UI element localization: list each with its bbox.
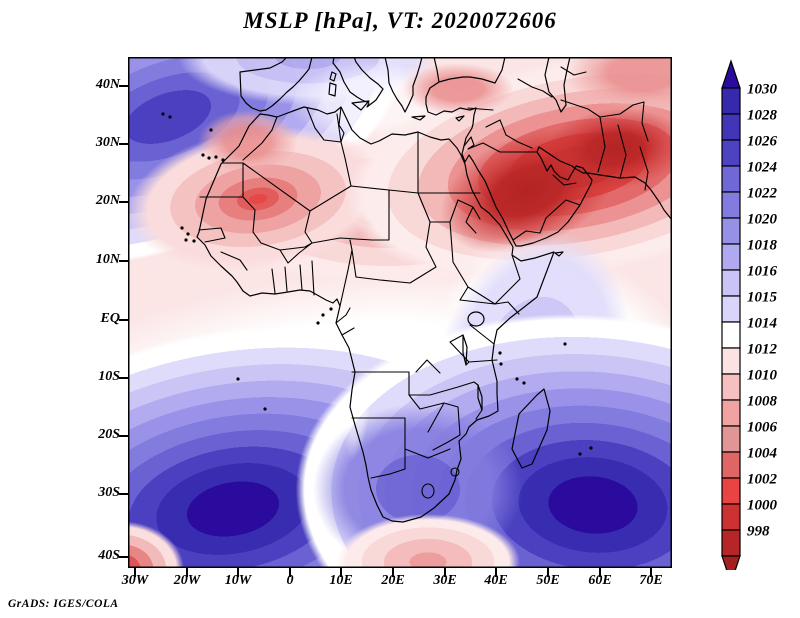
x-axis-tick-label: 30W <box>121 573 149 588</box>
colorbar-tick-label: 1024 <box>747 160 778 176</box>
colorbar-segment <box>721 139 741 167</box>
x-axis-tick-mark <box>444 568 446 577</box>
x-axis-tick-mark <box>599 568 601 577</box>
colorbar-segment <box>721 191 741 219</box>
y-axis-tick-label: 10S <box>98 369 120 384</box>
credit-text: GrADS: IGES/COLA <box>8 598 119 610</box>
x-axis-tick-label: 20W <box>173 573 201 588</box>
colorbar-segment <box>721 295 741 323</box>
colorbar: 1030 1028 1026 1024 1022 1020 1018 1016 1015 1014… <box>721 59 778 570</box>
mslp-map <box>128 57 672 568</box>
colorbar-tick-label: 1004 <box>747 446 778 462</box>
europe-coastlines <box>239 57 465 122</box>
colorbar-segment <box>721 373 741 401</box>
colorbar-tick-label: 1008 <box>747 394 778 410</box>
x-axis-tick-mark <box>547 568 549 577</box>
y-axis-tick-mark <box>119 201 128 203</box>
y-axis-tick-mark <box>119 260 128 262</box>
x-axis-tick-label: 10W <box>224 573 252 588</box>
pressure-field <box>128 57 672 568</box>
x-axis-tick-label: 10E <box>329 573 353 588</box>
colorbar-tick-label: 1030 <box>747 82 778 98</box>
y-axis-tick-mark <box>119 377 128 379</box>
x-axis-tick-mark <box>392 568 394 577</box>
y-axis-tick-label: 40S <box>98 548 120 563</box>
socotra-island <box>554 251 564 257</box>
x-axis-tick-mark <box>237 568 239 577</box>
y-axis-tick-label: 30S <box>98 485 120 500</box>
x-axis-tick-label: 70E <box>639 573 663 588</box>
colorbar-segment <box>721 87 741 115</box>
colorbar-tick-label: 1006 <box>747 420 778 436</box>
country-borders <box>198 66 649 499</box>
colorbar-segment <box>721 399 741 427</box>
map-frame <box>128 57 672 568</box>
colorbar-tick-label: 1014 <box>747 316 778 332</box>
colorbar-segment <box>721 529 741 557</box>
x-axis-tick-label: 30E <box>433 573 457 588</box>
colorbar-tick-label: 1022 <box>747 186 778 202</box>
colorbar-tick-label: 998 <box>747 524 770 540</box>
x-axis-tick-mark <box>134 568 136 577</box>
colorbar-segment <box>721 321 741 349</box>
x-axis-tick-mark <box>650 568 652 577</box>
colorbar-tick-label: 1012 <box>747 342 778 358</box>
colorbar-segment <box>721 451 741 479</box>
colorbar-arrow-bottom <box>721 555 741 570</box>
y-axis-tick-label: EQ <box>100 311 120 326</box>
colorbar-tick-label: 1000 <box>747 498 778 514</box>
colorbar-segment <box>721 477 741 505</box>
africa-coastline <box>196 106 555 523</box>
small-islands <box>161 112 593 456</box>
y-axis-tick-mark <box>119 556 128 558</box>
y-axis-tick-mark <box>119 493 128 495</box>
colorbar-tick-label: 1018 <box>747 238 778 254</box>
colorbar-tick-label: 1016 <box>747 264 778 280</box>
colorbar-segment <box>721 347 741 375</box>
colorbar-arrow-top <box>721 59 741 89</box>
colorbar-tick-label: 1020 <box>747 212 778 228</box>
y-axis-tick-label: 20N <box>95 193 120 208</box>
x-axis-tick-label: 50E <box>536 573 560 588</box>
y-axis-tick-label: 20S <box>98 427 120 442</box>
colorbar-segment <box>721 243 741 271</box>
colorbar-tick-label: 1010 <box>747 368 778 384</box>
x-axis-tick-label: 20E <box>381 573 405 588</box>
colorbar-tick-label: 1028 <box>747 108 778 124</box>
x-axis-tick-mark <box>340 568 342 577</box>
colorbar-tick-label: 1015 <box>747 290 778 306</box>
madagascar-outline <box>511 388 551 469</box>
colorbar-tick-label: 1002 <box>747 472 778 488</box>
colorbar-segment <box>721 113 741 141</box>
x-axis-tick-mark <box>186 568 188 577</box>
colorbar-tick-label: 1026 <box>747 134 778 150</box>
y-axis-tick-mark <box>119 143 128 145</box>
y-axis-tick-label: 10N <box>95 252 120 267</box>
x-axis-tick-mark <box>289 568 291 577</box>
y-axis-tick-mark <box>119 319 128 321</box>
x-axis-tick-label: 40E <box>484 573 508 588</box>
y-axis-tick-label: 30N <box>95 135 120 150</box>
y-axis-tick-mark <box>119 85 128 87</box>
colorbar-segment <box>721 425 741 453</box>
colorbar-segment <box>721 165 741 193</box>
x-axis-tick-label: 60E <box>588 573 612 588</box>
y-axis-tick-mark <box>119 435 128 437</box>
colorbar-segment <box>721 269 741 297</box>
arabia-asia-coastline <box>425 57 672 247</box>
colorbar-segment <box>721 217 741 245</box>
x-axis-tick-mark <box>495 568 497 577</box>
y-axis-tick-label: 40N <box>95 77 120 92</box>
page-title: MSLP [hPa], VT: 2020072606 <box>243 8 557 33</box>
x-axis-tick-label: 0 <box>286 573 294 588</box>
colorbar-segment <box>721 503 741 531</box>
